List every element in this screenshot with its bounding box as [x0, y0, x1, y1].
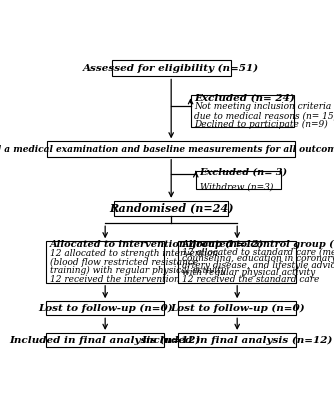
FancyBboxPatch shape [47, 141, 296, 157]
Text: Allocated to control group (n=12): Allocated to control group (n=12) [182, 240, 334, 249]
Text: due to medical reasons (n= 15): due to medical reasons (n= 15) [194, 111, 334, 120]
FancyBboxPatch shape [178, 241, 296, 283]
FancyBboxPatch shape [112, 60, 231, 76]
Text: training) with regular physical activity: training) with regular physical activity [50, 266, 226, 275]
FancyBboxPatch shape [114, 201, 228, 216]
Text: 12 allocated to standard care (medical: 12 allocated to standard care (medical [182, 247, 334, 256]
FancyBboxPatch shape [196, 171, 281, 189]
Text: counseling, education in coronary: counseling, education in coronary [182, 254, 334, 263]
Text: Excluded (n= 3): Excluded (n= 3) [200, 168, 288, 177]
Text: Included in final analysis (n=12): Included in final analysis (n=12) [142, 336, 333, 344]
Text: Allocated to intervention group (n=12): Allocated to intervention group (n=12) [50, 240, 265, 249]
FancyBboxPatch shape [191, 95, 294, 127]
FancyBboxPatch shape [46, 333, 164, 347]
Text: artery disease, and lifestyle advice),: artery disease, and lifestyle advice), [182, 261, 334, 270]
Text: Declined to participate (n=9): Declined to participate (n=9) [194, 120, 328, 129]
FancyBboxPatch shape [46, 241, 164, 283]
Text: Randomised (n=24): Randomised (n=24) [109, 203, 233, 214]
Text: 12 received the intervention: 12 received the intervention [50, 275, 180, 284]
Text: Included in final analysis (n=12): Included in final analysis (n=12) [9, 336, 201, 344]
Text: Lost to follow-up (n=0): Lost to follow-up (n=0) [38, 304, 172, 313]
Text: (blood flow restricted resistance: (blood flow restricted resistance [50, 258, 198, 267]
Text: Excluded (n= 24): Excluded (n= 24) [194, 93, 295, 102]
Text: with regular physical activity: with regular physical activity [182, 268, 315, 277]
Text: Not meeting inclusion criteria: Not meeting inclusion criteria [194, 102, 332, 111]
FancyBboxPatch shape [178, 301, 296, 315]
FancyBboxPatch shape [46, 301, 164, 315]
Text: Assessed for eligibility (n=51): Assessed for eligibility (n=51) [83, 64, 259, 72]
Text: Lost to follow-up (n=0): Lost to follow-up (n=0) [170, 304, 305, 313]
Text: 12 received the standard care: 12 received the standard care [182, 275, 320, 284]
Text: Withdrew (n=3): Withdrew (n=3) [200, 183, 273, 192]
Text: 12 allocated to strength intervention: 12 allocated to strength intervention [50, 249, 218, 258]
FancyBboxPatch shape [178, 333, 296, 347]
Text: Received a medical examination and baseline measurements for all outcomes (n=27): Received a medical examination and basel… [0, 144, 334, 154]
